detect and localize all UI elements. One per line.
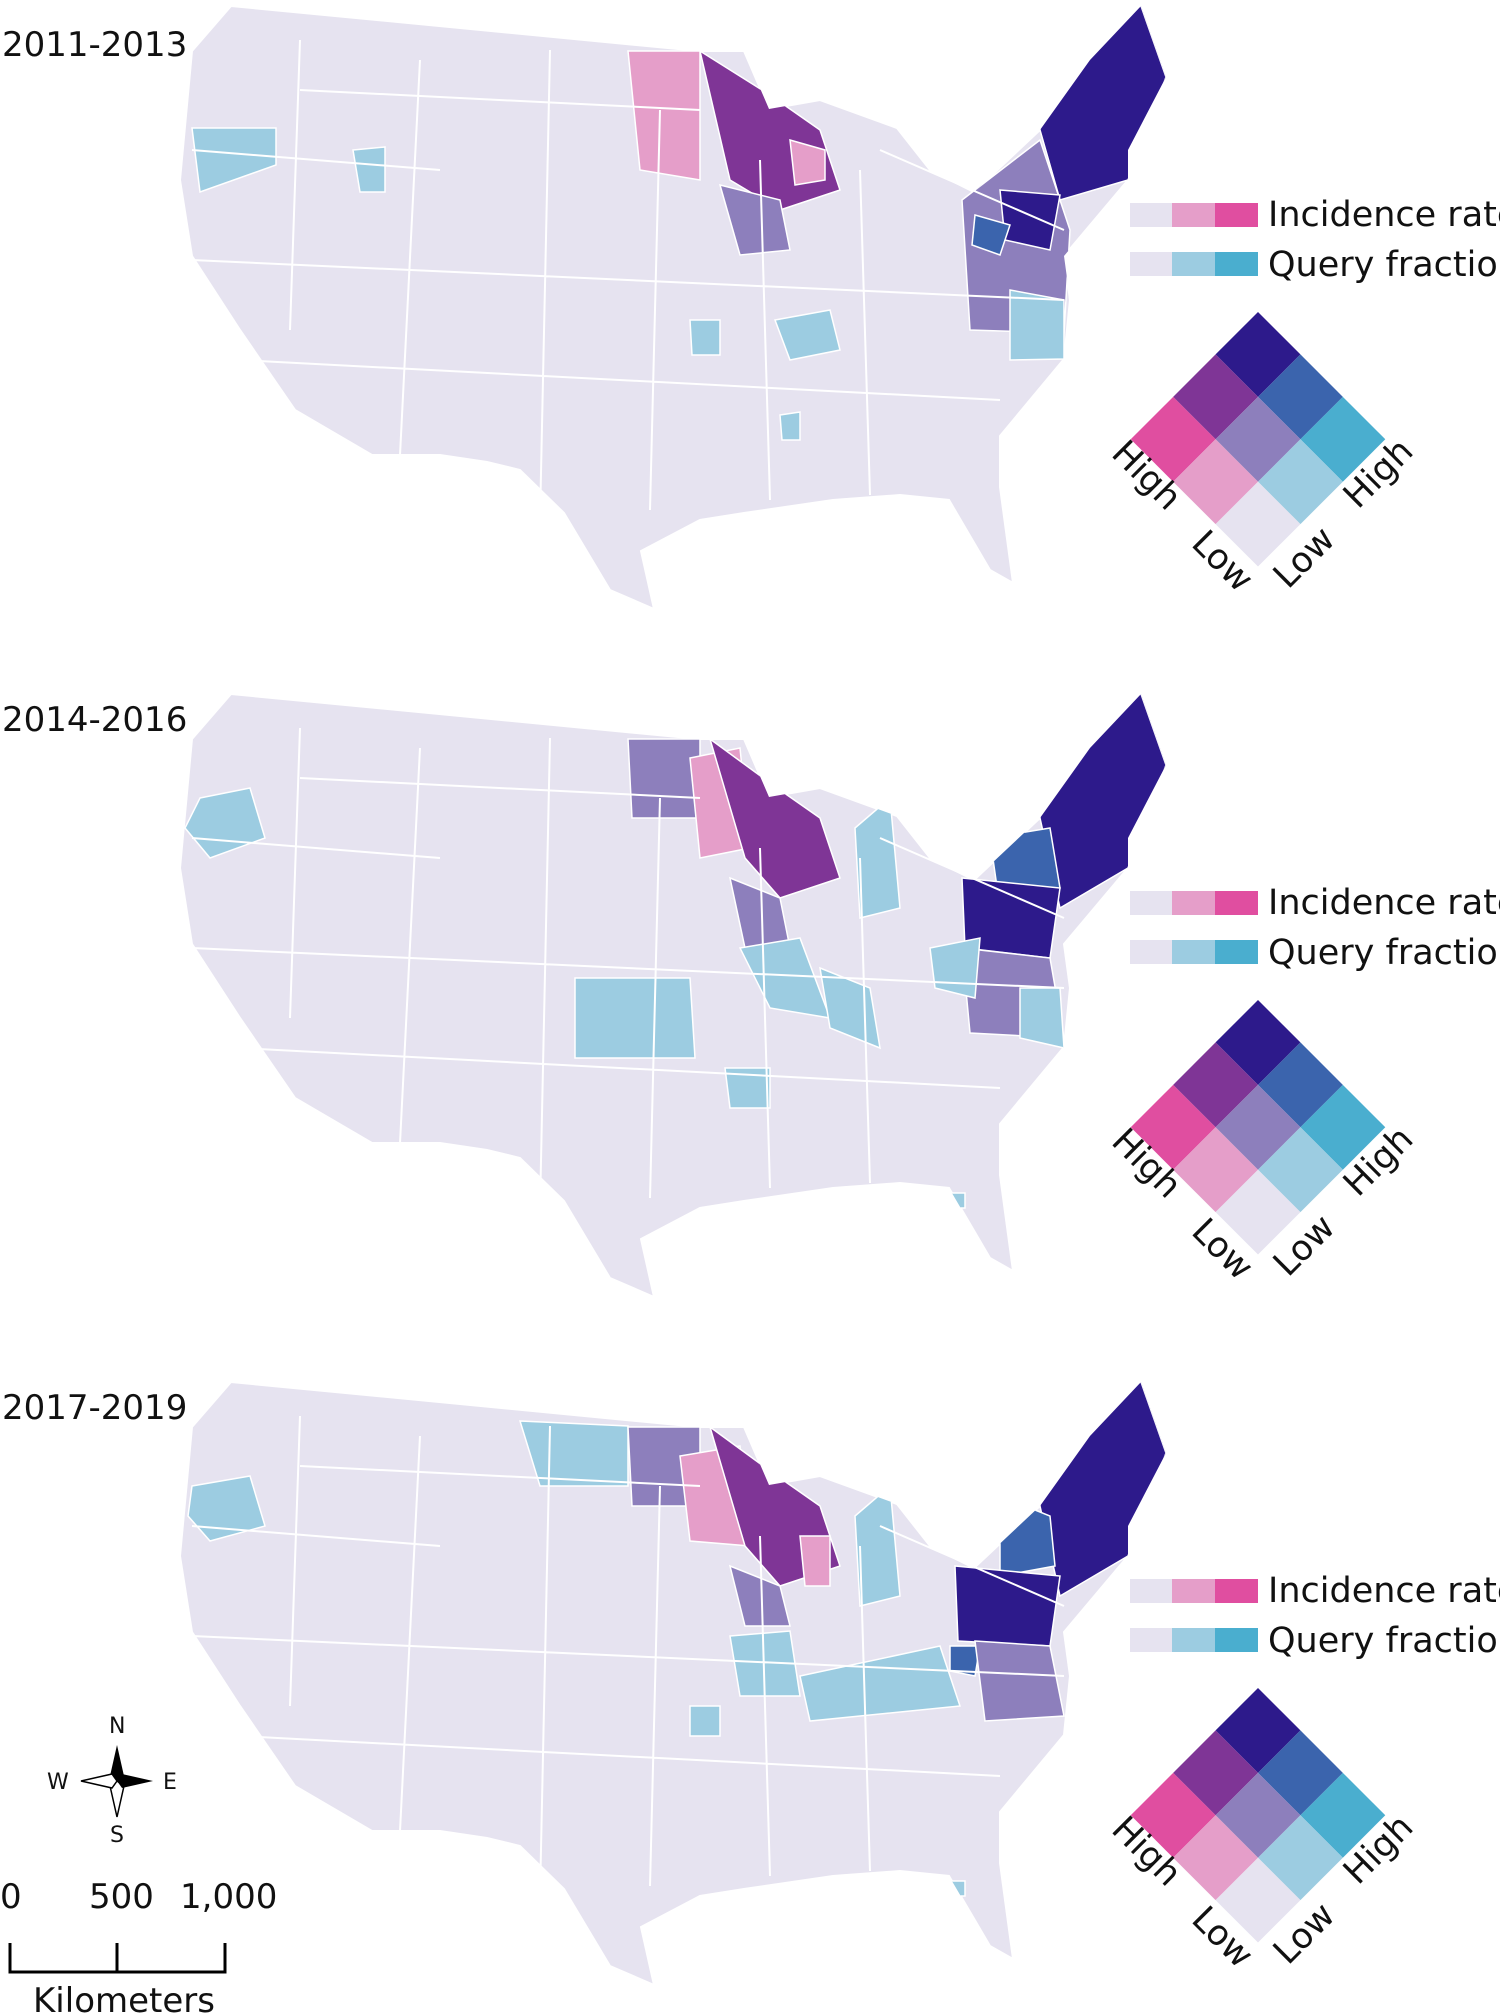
period-label: 2014-2016 xyxy=(2,700,187,740)
map-panel-2014-2016: 2014-2016 Incidence rate Query fraction … xyxy=(2,693,1500,1298)
legend-incidence-label: Incidence rate xyxy=(1268,1571,1500,1611)
legend-incidence-label: Incidence rate xyxy=(1268,195,1500,235)
scale-tick-0: 0 xyxy=(0,1877,22,1917)
map-panel-2017-2019: 2017-2019 Incidence rate Query fraction … xyxy=(2,1381,1500,1986)
compass-n: N xyxy=(109,1714,125,1739)
legend-incidence-label: Incidence rate xyxy=(1268,883,1500,923)
compass-e: E xyxy=(163,1770,177,1795)
compass-s: S xyxy=(110,1823,124,1848)
county-regions xyxy=(191,6,1166,441)
scale-bar: 0 500 1,000 Kilometers xyxy=(0,1877,277,2016)
scale-tick-500: 500 xyxy=(89,1877,154,1917)
map-panel-2011-2013: 2011-2013 Incidence rate Query fraction … xyxy=(2,5,1500,610)
north-arrow-icon: N S E W xyxy=(47,1714,177,1848)
legend-query-label: Query fraction xyxy=(1268,1621,1500,1661)
scale-tick-1000: 1,000 xyxy=(180,1877,277,1917)
compass-w: W xyxy=(47,1770,69,1795)
county-regions xyxy=(187,1382,1166,1897)
period-label: 2011-2013 xyxy=(2,25,187,65)
legend-query-label: Query fraction xyxy=(1268,933,1500,973)
scale-unit: Kilometers xyxy=(33,1981,215,2016)
legend-query-label: Query fraction xyxy=(1268,245,1500,285)
period-label: 2017-2019 xyxy=(2,1388,187,1428)
